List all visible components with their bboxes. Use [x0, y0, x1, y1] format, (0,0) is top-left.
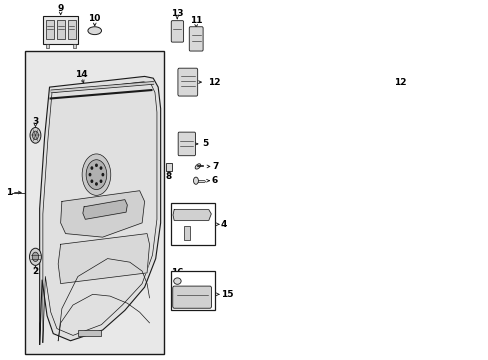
Circle shape [96, 183, 97, 185]
Ellipse shape [173, 278, 181, 284]
FancyBboxPatch shape [172, 286, 211, 308]
FancyBboxPatch shape [189, 27, 203, 51]
Circle shape [91, 167, 92, 169]
Text: 6: 6 [211, 176, 217, 185]
Text: 2: 2 [32, 267, 39, 276]
Bar [166, 163, 171, 171]
Bar [46, 44, 49, 48]
Bar [78, 330, 101, 337]
Bar [170, 203, 215, 246]
Bar [170, 271, 215, 310]
Circle shape [29, 248, 41, 265]
Circle shape [30, 127, 41, 143]
Bar [183, 226, 189, 240]
Circle shape [91, 180, 92, 182]
Text: 9: 9 [58, 4, 64, 13]
FancyBboxPatch shape [171, 21, 183, 42]
Text: 12: 12 [207, 78, 220, 87]
Text: 16: 16 [171, 268, 183, 277]
Bar [57, 20, 65, 39]
FancyBboxPatch shape [178, 68, 197, 96]
Polygon shape [58, 234, 149, 284]
Polygon shape [173, 210, 211, 220]
Text: 14: 14 [75, 70, 88, 79]
Circle shape [193, 177, 198, 184]
Circle shape [82, 154, 111, 195]
Text: 11: 11 [189, 16, 202, 25]
Bar [73, 44, 76, 48]
Circle shape [100, 167, 102, 169]
Bar [46, 20, 54, 39]
Circle shape [32, 252, 39, 261]
Circle shape [102, 174, 103, 176]
Bar [67, 20, 76, 39]
Text: 8: 8 [165, 172, 172, 181]
Text: 13: 13 [171, 9, 183, 18]
Ellipse shape [195, 164, 200, 169]
Text: 5: 5 [202, 139, 208, 148]
Polygon shape [82, 200, 127, 219]
Circle shape [89, 174, 91, 176]
Text: 10: 10 [88, 14, 101, 23]
Bar [43, 16, 78, 44]
Polygon shape [40, 76, 161, 344]
Bar [25, 51, 164, 354]
Ellipse shape [88, 27, 102, 35]
Text: 15: 15 [221, 290, 233, 299]
Circle shape [32, 131, 39, 140]
Circle shape [86, 160, 106, 190]
Text: 3: 3 [32, 117, 39, 126]
Text: 7: 7 [212, 162, 218, 171]
Circle shape [96, 164, 97, 166]
Text: 4: 4 [221, 220, 227, 229]
FancyBboxPatch shape [178, 132, 195, 156]
Polygon shape [61, 191, 144, 237]
Text: 1: 1 [6, 188, 12, 197]
Circle shape [100, 180, 102, 182]
Text: 12: 12 [393, 78, 406, 87]
